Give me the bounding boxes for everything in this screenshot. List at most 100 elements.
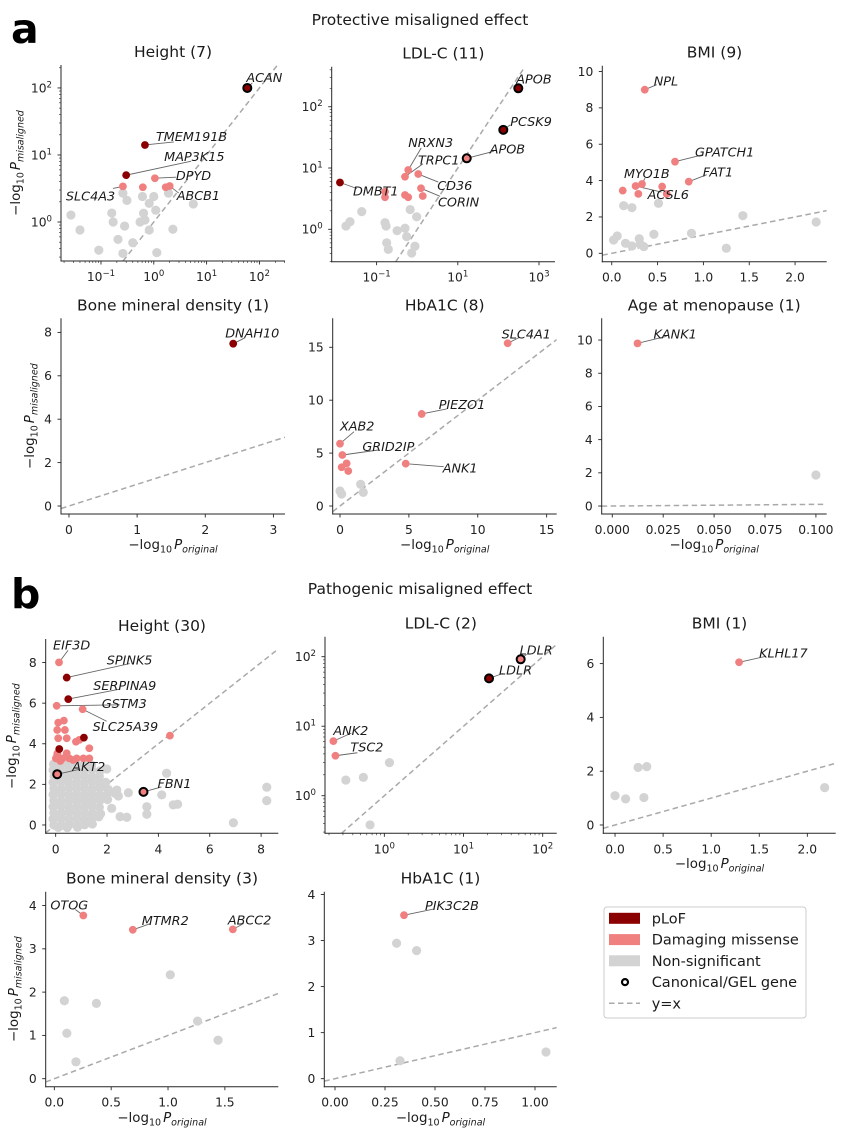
tick-label-base: 0.0 (605, 842, 625, 856)
tick-label-base: 0 (336, 523, 344, 537)
point-damaging-missense (634, 189, 643, 198)
axis-label-variable: P (715, 538, 724, 553)
point-non-significant (122, 195, 132, 206)
x-tick-label: 1.0 (694, 271, 714, 285)
point-non-significant (53, 822, 63, 833)
panel-b-hba1c: PIK3C2B 0.00 0.25 0.50 0.75 1.00 0 1 2 3 4 HbA1C (1… (307, 870, 557, 1129)
label-leader-line (82, 708, 107, 722)
section-title-pathogenic: Pathogenic misaligned effect (308, 580, 532, 598)
label-leader-line (405, 463, 444, 468)
point-damaging-missense (401, 459, 410, 468)
axis-label-subscript: 10 (706, 864, 718, 875)
section-title-protective: Protective misaligned effect (312, 11, 529, 29)
axis-label-subscript: 10 (30, 425, 41, 437)
point-damaging-missense (684, 177, 693, 186)
tick-label-exponent: 1 (311, 719, 316, 729)
reference-line-y-equals-x (601, 503, 827, 507)
tick-label-base: 10 (470, 523, 486, 537)
gene-labels: DNAH10 (225, 327, 279, 342)
x-tick-label: 15 (539, 523, 555, 537)
y-tick-label: 5 (316, 446, 324, 460)
x-tick-label: 0.0 (45, 1096, 65, 1110)
point-non-significant (357, 207, 367, 217)
point-non-significant (64, 783, 74, 793)
point-non-significant (102, 794, 113, 805)
tick-label-base: 1.5 (215, 1096, 235, 1110)
panel-a-ldl: APOBPCSK9APOBDMBT1NRXN3TRPC1CD36CORIN10−… (302, 45, 555, 285)
y-tick-label: 4 (29, 737, 37, 751)
axis-label-variable: P (174, 538, 183, 553)
point-damaging-missense (344, 467, 353, 475)
tick-label-base: 2.0 (785, 271, 805, 285)
significant-points (336, 83, 524, 202)
tick-label-base: 0.75 (471, 1096, 498, 1110)
point-non-significant (356, 479, 366, 489)
tick-label-base: 3 (29, 942, 37, 956)
point-damaging-missense (331, 751, 340, 760)
tick-label-base: 1.00 (521, 1096, 548, 1110)
non-significant-points (341, 758, 395, 830)
gene-label: ACAN (245, 71, 282, 86)
point-non-significant (91, 998, 102, 1008)
y-tick-label: 4 (586, 711, 594, 725)
point-non-significant (392, 226, 402, 236)
point-non-significant (639, 241, 649, 252)
x-tick-label: 2 (201, 523, 209, 537)
axis-label-variable: P (163, 1111, 172, 1126)
point-damaging-missense (400, 911, 408, 920)
tick-label-exponent: 2 (548, 841, 553, 851)
tick-label-base: 3 (307, 934, 315, 948)
axis-label-prefix: −log (396, 1111, 428, 1126)
point-non-significant (337, 489, 347, 499)
axes: 0 2 4 6 8 0 2 4 6 8 (29, 639, 279, 856)
y-tick-label: 0 (316, 499, 324, 513)
gene-label: AKT2 (71, 760, 105, 775)
leader-lines (637, 335, 667, 344)
tick-label-exponent: 0 (159, 269, 164, 279)
point-non-significant (142, 802, 152, 812)
gene-label: ANK2 (332, 724, 368, 739)
point-non-significant (87, 789, 97, 799)
significant-points (633, 339, 642, 348)
point-damaging-missense (658, 182, 667, 191)
point-non-significant (384, 758, 395, 768)
point-plof (62, 673, 71, 682)
point-damaging-missense-canonical (515, 654, 526, 665)
panel-title: LDL-C (2) (405, 615, 477, 633)
gene-label: ANK1 (442, 462, 478, 477)
panel-label-b: b (11, 570, 40, 618)
panel-b-height: EIF3D SPINK5 SERPINA9 GSTM3 SLC25A39 AKT2 FBN1… (5, 617, 279, 856)
point-non-significant (405, 204, 415, 215)
point-non-significant (412, 212, 422, 222)
tick-label-base: 2 (29, 778, 37, 792)
x-axis-label: −log10 Poriginal (670, 538, 760, 556)
point-non-significant (627, 203, 637, 213)
x-tick-label: 101 (453, 841, 474, 856)
point-non-significant (173, 799, 183, 809)
tick-label-base: 6 (29, 696, 37, 710)
tick-label-base: 10 (532, 842, 548, 856)
point-non-significant (188, 199, 198, 209)
reference-line-y-equals-x (341, 643, 557, 834)
tick-label-base: 8 (257, 842, 265, 856)
tick-label-base: 5 (405, 523, 413, 537)
y-tick-label: 100 (302, 222, 323, 237)
tick-label-base: 1.5 (749, 842, 769, 856)
gene-label: GSTM3 (102, 697, 147, 712)
axis-label-prefix: −log (5, 757, 20, 789)
gene-label: LDLR (499, 663, 532, 678)
point-non-significant (621, 794, 631, 804)
non-significant-points (341, 204, 422, 258)
y-tick-label: 2 (307, 980, 315, 994)
axis-label-variable-subscript: misaligned (16, 109, 27, 162)
tick-label-exponent: 0 (317, 222, 322, 232)
tick-label-base: 1 (133, 523, 141, 537)
axes: 0 5 10 15 0 5 10 15 (308, 318, 557, 537)
point-non-significant (142, 809, 152, 819)
tick-label-base: 6 (585, 138, 593, 152)
axis-label-prefix: −log (675, 857, 707, 872)
y-tick-label: 1 (29, 1029, 37, 1043)
point-non-significant (612, 231, 622, 241)
